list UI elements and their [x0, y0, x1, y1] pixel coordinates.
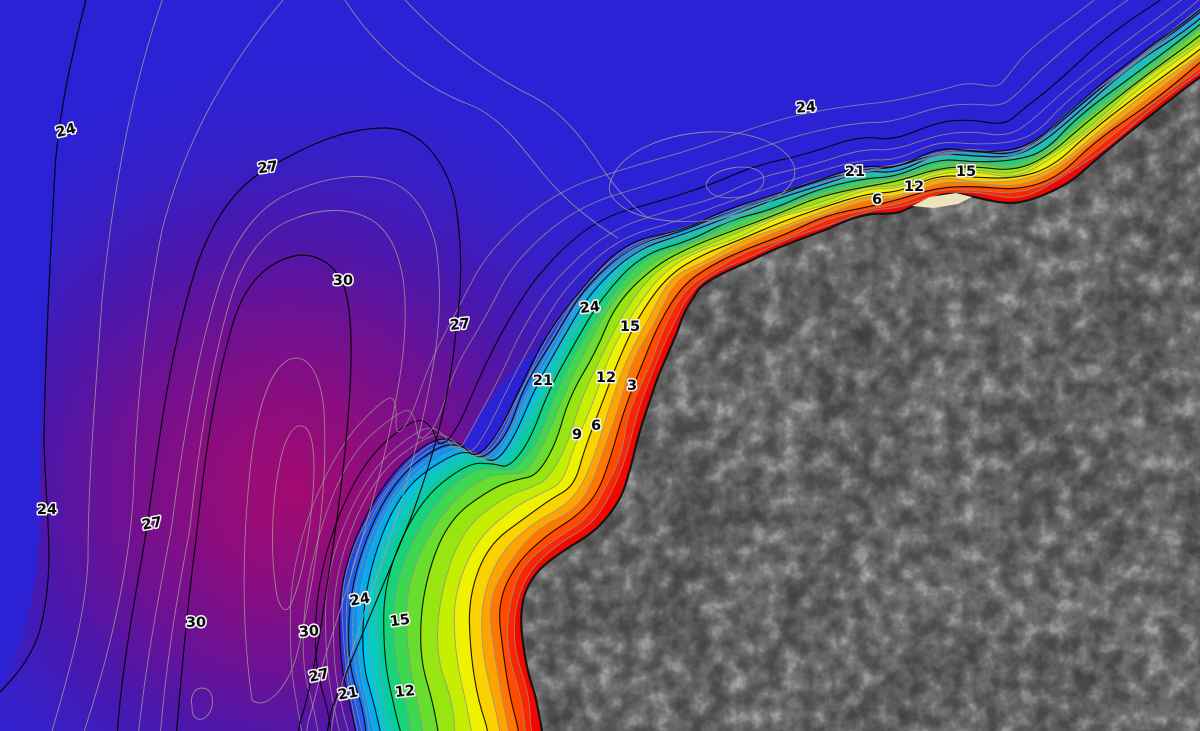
deep-contour-13 [344, 0, 619, 239]
deep-contour-5 [160, 210, 406, 731]
deep-contour-4 [138, 175, 440, 731]
deep-contour-7 [243, 357, 326, 704]
deep-contour-0 [51, 0, 163, 731]
contour-line-4 [489, 56, 1200, 731]
contour-line-9 [420, 34, 1200, 731]
deep-contour-1 [83, 0, 284, 731]
deep-contour-9 [191, 687, 213, 720]
contour-line-13 [375, 19, 1200, 731]
contour-line-3 [499, 61, 1200, 731]
deep-contour-11 [705, 166, 765, 199]
deep-basin-contours [0, 0, 796, 731]
deep-basin-region [0, 0, 720, 731]
depth-label-15: 15 [956, 164, 976, 180]
depth-label-6: 6 [872, 192, 882, 208]
depth-label-27: 27 [141, 514, 164, 533]
depth-label-24: 24 [37, 502, 57, 518]
depth-label-30: 30 [186, 615, 206, 631]
contour-line-25 [302, 0, 1129, 731]
contour-line-24 [314, 0, 1162, 731]
depth-label-15: 15 [620, 319, 640, 335]
shoreline-edge [520, 75, 1200, 731]
contour-line-21 [339, 8, 1200, 731]
contour-line-14 [368, 18, 1200, 731]
depth-label-3: 3 [627, 378, 637, 394]
depth-label-30: 30 [298, 623, 319, 640]
contour-line-6 [468, 48, 1200, 731]
contour-line-23 [325, 0, 1182, 731]
contour-line-15 [362, 17, 1200, 731]
depth-label-24: 24 [795, 99, 816, 116]
contour-line-5 [481, 53, 1200, 731]
depth-label-21: 21 [845, 164, 865, 180]
deep-contour-2 [0, 0, 87, 693]
depth-label-6: 6 [591, 418, 601, 434]
depth-label-24: 24 [349, 590, 372, 609]
depth-label-24: 24 [54, 121, 77, 141]
contour-line-10 [406, 29, 1200, 731]
depth-label-9: 9 [572, 427, 582, 443]
deep-contour-12 [404, 0, 649, 219]
contour-line-7 [453, 42, 1200, 731]
contour-line-12 [383, 23, 1200, 731]
depth-label-24: 24 [579, 299, 601, 317]
depth-label-12: 12 [394, 683, 416, 701]
contour-lines [289, 0, 1200, 731]
contour-line-2 [507, 67, 1200, 731]
contour-line-11 [393, 26, 1200, 731]
depth-label-27: 27 [307, 666, 330, 686]
depth-label-21: 21 [337, 684, 360, 703]
deep-contour-8 [272, 425, 315, 611]
contour-line-1 [513, 71, 1200, 731]
depth-label-12: 12 [596, 370, 616, 386]
contour-line-19 [345, 8, 1200, 731]
contour-line-22 [333, 0, 1200, 731]
deep-contour-6 [175, 254, 352, 731]
depth-label-27: 27 [257, 159, 279, 178]
contour-line-26 [289, 0, 1095, 731]
depth-label-12: 12 [904, 179, 924, 195]
depth-label-21: 21 [533, 373, 553, 389]
contour-line-8 [437, 40, 1200, 731]
depth-label-27: 27 [449, 316, 471, 334]
depth-label-15: 15 [389, 612, 411, 631]
beach-patch [912, 193, 972, 208]
depth-label-30: 30 [333, 273, 353, 289]
deep-contour-10 [608, 131, 796, 222]
deep-contour-3 [116, 127, 462, 731]
